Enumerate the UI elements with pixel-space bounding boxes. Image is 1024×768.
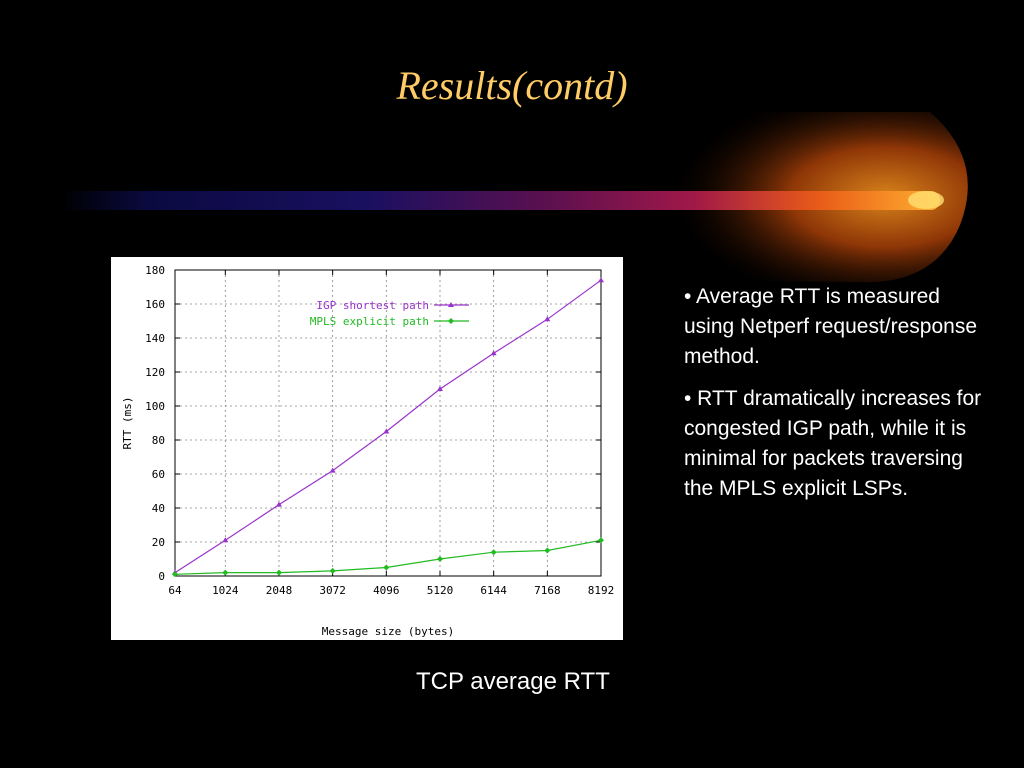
y-axis-label: RTT (ms) xyxy=(121,397,134,450)
data-point xyxy=(383,428,390,434)
bullet-item: • RTT dramatically increases for congest… xyxy=(684,387,982,500)
x-tick-label: 64 xyxy=(168,584,182,597)
plot-frame xyxy=(174,269,602,577)
chart-series xyxy=(172,277,604,578)
data-point xyxy=(448,302,454,307)
data-point xyxy=(598,537,604,544)
x-tick-label: 3072 xyxy=(319,584,346,597)
slide-title: Results(contd) xyxy=(396,63,628,108)
chart-legend: IGP shortest path MPLS explicit path xyxy=(310,299,469,328)
rtt-line-chart: 0 20 40 60 80 100 120 140 160 180 64 1024 2048 3072 40… xyxy=(121,264,614,638)
data-point xyxy=(275,501,282,507)
legend-label: IGP shortest path xyxy=(316,299,429,312)
data-point xyxy=(329,467,336,473)
bullet-list: • Average RTT is measured using Netperf … xyxy=(684,282,984,516)
data-point xyxy=(222,537,229,543)
x-tick-label: 5120 xyxy=(427,584,454,597)
y-tick-label: 160 xyxy=(145,298,165,311)
y-tick-label: 100 xyxy=(145,400,165,413)
bullet-item: • Average RTT is measured using Netperf … xyxy=(684,285,978,368)
x-tick-label: 7168 xyxy=(534,584,561,597)
data-point xyxy=(544,547,551,554)
chart-caption: TCP average RTT xyxy=(416,668,610,695)
data-point xyxy=(172,571,178,578)
data-point xyxy=(490,549,497,556)
y-tick-label: 140 xyxy=(145,332,165,345)
data-point xyxy=(383,564,390,571)
data-point xyxy=(598,277,604,283)
series-line xyxy=(174,539,602,575)
y-tick-label: 180 xyxy=(145,264,165,277)
data-point xyxy=(222,569,229,576)
data-point xyxy=(436,386,443,391)
data-point xyxy=(275,569,282,576)
data-point xyxy=(490,350,497,356)
x-tick-label: 4096 xyxy=(373,584,400,597)
legend-label: MPLS explicit path xyxy=(310,315,429,328)
data-point xyxy=(544,316,551,322)
chart-grid xyxy=(175,270,601,576)
x-tick-label: 1024 xyxy=(212,584,239,597)
chart-panel: 0 20 40 60 80 100 120 140 160 180 64 1024 2048 3072 40… xyxy=(111,257,623,640)
x-tick-label: 8192 xyxy=(588,584,615,597)
y-tick-label: 80 xyxy=(152,434,165,447)
y-tick-label: 120 xyxy=(145,366,165,379)
data-point xyxy=(329,567,336,574)
data-point xyxy=(436,556,443,562)
y-tick-label: 60 xyxy=(152,468,165,481)
x-axis-label: Message size (bytes) xyxy=(322,625,454,638)
axis-ticks: 0 20 40 60 80 100 120 140 160 180 64 1024 2048 3072 40… xyxy=(145,264,614,597)
y-tick-label: 40 xyxy=(152,502,165,515)
x-tick-label: 2048 xyxy=(266,584,293,597)
x-tick-label: 6144 xyxy=(480,584,507,597)
data-point xyxy=(448,318,454,324)
y-tick-label: 20 xyxy=(152,536,165,549)
y-tick-label: 0 xyxy=(158,570,165,583)
